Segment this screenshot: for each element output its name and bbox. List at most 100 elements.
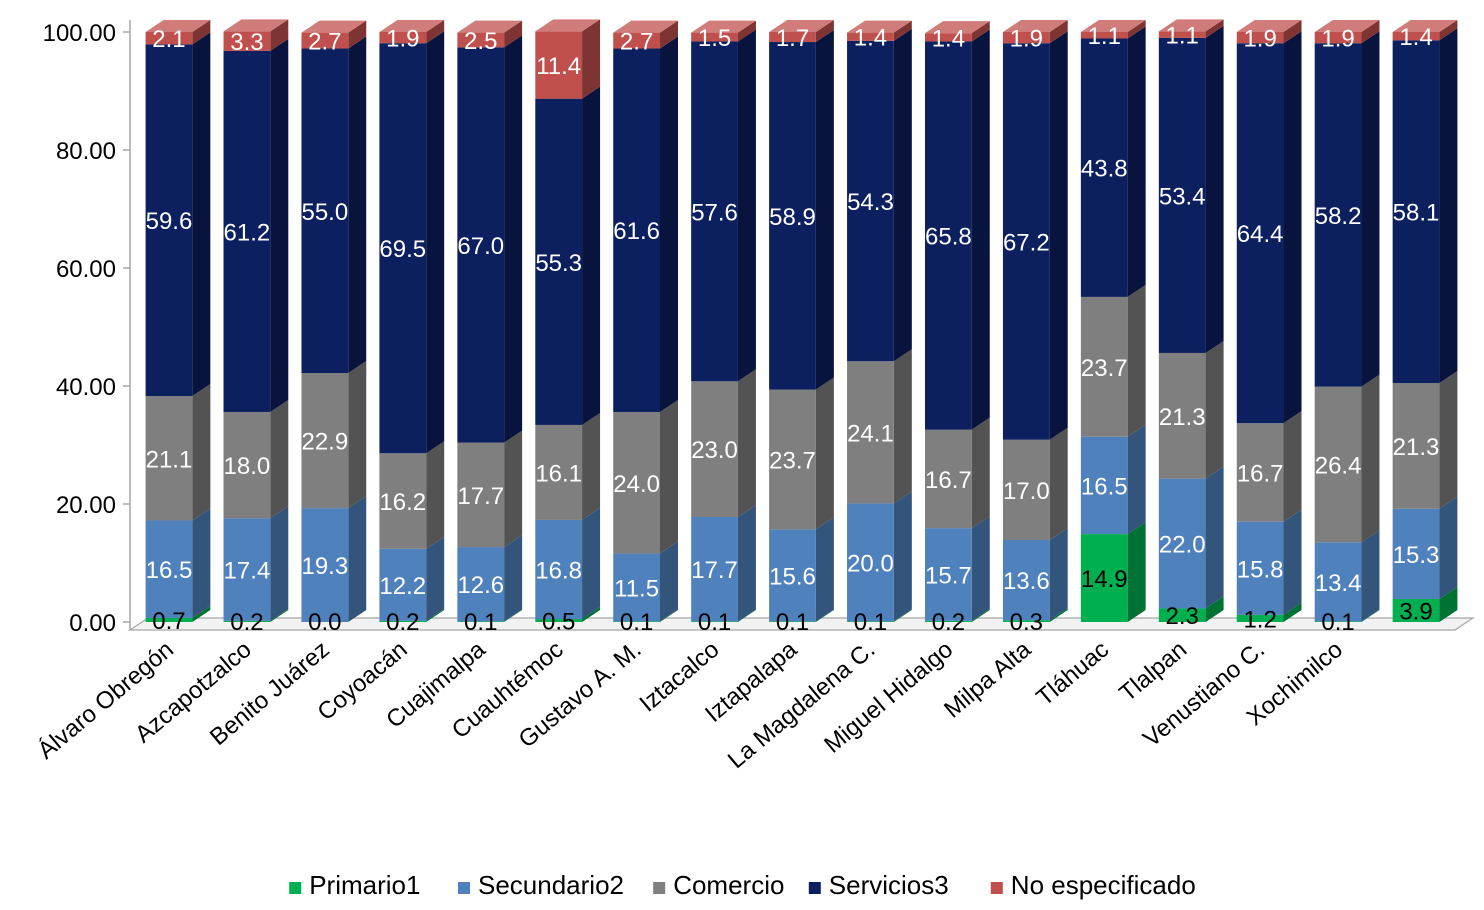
- bar-side: [1049, 20, 1068, 44]
- bar-no-especificado: [925, 21, 990, 42]
- bar-side: [737, 369, 756, 517]
- bar-front: [1002, 43, 1050, 440]
- bar-front: [613, 411, 660, 554]
- bar-side: [1361, 374, 1380, 543]
- bar-no-especificado: [1080, 20, 1146, 39]
- bar-secundario2: [1080, 424, 1146, 535]
- bar-front: [1002, 32, 1050, 44]
- y-tick-label: 0.00: [69, 610, 116, 637]
- bar-front: [925, 620, 972, 622]
- bar-front: [145, 44, 193, 397]
- bar-front: [769, 389, 816, 530]
- bar-column-6: [535, 19, 601, 622]
- bar-no-especificado: [145, 20, 211, 45]
- bar-primario1: [145, 605, 211, 622]
- bar-no-especificado: [535, 19, 601, 99]
- data-label-no-especificado: 1.1: [1166, 23, 1199, 50]
- data-label-secundario2: 15.3: [1393, 542, 1440, 569]
- bar-servicios3: [847, 28, 912, 362]
- data-label-primario1: 0.2: [932, 609, 965, 636]
- bar-secundario2: [1314, 530, 1380, 622]
- x-tick-label: Milpa Alta: [939, 636, 1037, 724]
- bar-side: [815, 609, 834, 622]
- bar-side: [737, 29, 756, 382]
- bar-no-especificado: [691, 20, 756, 42]
- bar-servicios3: [535, 86, 601, 425]
- bar-top: [301, 20, 367, 33]
- data-label-comercio: 17.0: [1003, 478, 1050, 505]
- bar-primario1: [691, 609, 756, 622]
- data-label-primario1: 0.1: [854, 609, 887, 636]
- bar-primario1: [1080, 522, 1146, 622]
- y-tick-label: 80.00: [56, 138, 116, 165]
- bar-side: [426, 441, 445, 549]
- bar-front: [1158, 478, 1206, 609]
- data-label-no-especificado: 3.3: [230, 29, 263, 56]
- data-label-no-especificado: 1.4: [932, 25, 965, 52]
- data-label-comercio: 24.0: [613, 471, 660, 498]
- bar-no-especificado: [223, 19, 289, 51]
- bar-no-especificado: [1392, 20, 1458, 41]
- bar-comercio: [145, 384, 211, 521]
- data-label-secundario2: 19.3: [301, 553, 348, 580]
- bar-side: [1361, 609, 1380, 622]
- bar-comercio: [301, 361, 367, 509]
- bar-side: [582, 507, 601, 620]
- data-label-secundario2: 12.2: [379, 573, 426, 600]
- bar-secundario2: [1158, 466, 1224, 609]
- bar-no-especificado: [457, 20, 523, 48]
- data-label-comercio: 16.1: [535, 460, 582, 487]
- bar-top: [379, 20, 445, 32]
- bar-side: [971, 21, 990, 42]
- bar-front: [145, 396, 193, 521]
- bar-servicios3: [301, 36, 367, 374]
- bar-front: [379, 43, 427, 454]
- bar-top: [925, 21, 990, 34]
- bar-side: [1049, 608, 1068, 622]
- bar-secundario2: [145, 508, 211, 618]
- bar-primario1: [1236, 602, 1302, 622]
- legend-item-no-especificado: No especificado: [990, 870, 1196, 900]
- bar-front: [145, 520, 193, 618]
- bar-secundario2: [1236, 509, 1302, 615]
- bar-no-especificado: [1236, 20, 1302, 44]
- bar-comercio: [1314, 374, 1380, 543]
- data-label-no-especificado: 1.9: [386, 26, 419, 53]
- data-label-secundario2: 13.6: [1003, 568, 1050, 595]
- data-label-no-especificado: 2.1: [152, 26, 185, 53]
- bar-front: [1236, 614, 1284, 622]
- bar-side: [737, 504, 756, 622]
- data-label-servicios3: 61.2: [224, 219, 271, 246]
- bar-front: [691, 32, 738, 42]
- bar-servicios3: [457, 35, 523, 443]
- bar-front: [925, 528, 972, 621]
- bar-front: [535, 424, 583, 520]
- data-label-comercio: 23.7: [1081, 355, 1128, 382]
- data-label-comercio: 21.1: [146, 446, 193, 473]
- legend-swatch: [289, 882, 302, 894]
- bar-servicios3: [1392, 28, 1458, 384]
- bar-no-especificado: [1314, 20, 1380, 44]
- bar-primario1: [769, 609, 834, 622]
- legend-label: Primario1: [309, 870, 420, 900]
- bar-side: [504, 535, 523, 622]
- bar-servicios3: [691, 29, 756, 382]
- bar-column-8: [691, 20, 756, 622]
- bar-no-especificado: [301, 20, 367, 49]
- bar-no-especificado: [1002, 20, 1068, 44]
- legend-item-servicios3: Servicios3: [808, 870, 949, 900]
- bar-secundario2: [223, 506, 289, 621]
- bar-secundario2: [535, 507, 601, 620]
- data-label-primario1: 0.3: [1010, 609, 1043, 636]
- bar-column-2: [223, 19, 289, 622]
- legend-swatch: [808, 882, 821, 894]
- bar-secundario2: [925, 516, 990, 621]
- bar-primario1: [925, 608, 990, 622]
- bar-side: [504, 20, 523, 48]
- data-label-no-especificado: 2.5: [464, 28, 497, 55]
- legend-swatch: [458, 882, 470, 894]
- bar-front: [691, 381, 738, 517]
- bar-secundario2: [1392, 496, 1458, 599]
- bar-front: [1392, 598, 1440, 622]
- bar-front: [145, 617, 193, 622]
